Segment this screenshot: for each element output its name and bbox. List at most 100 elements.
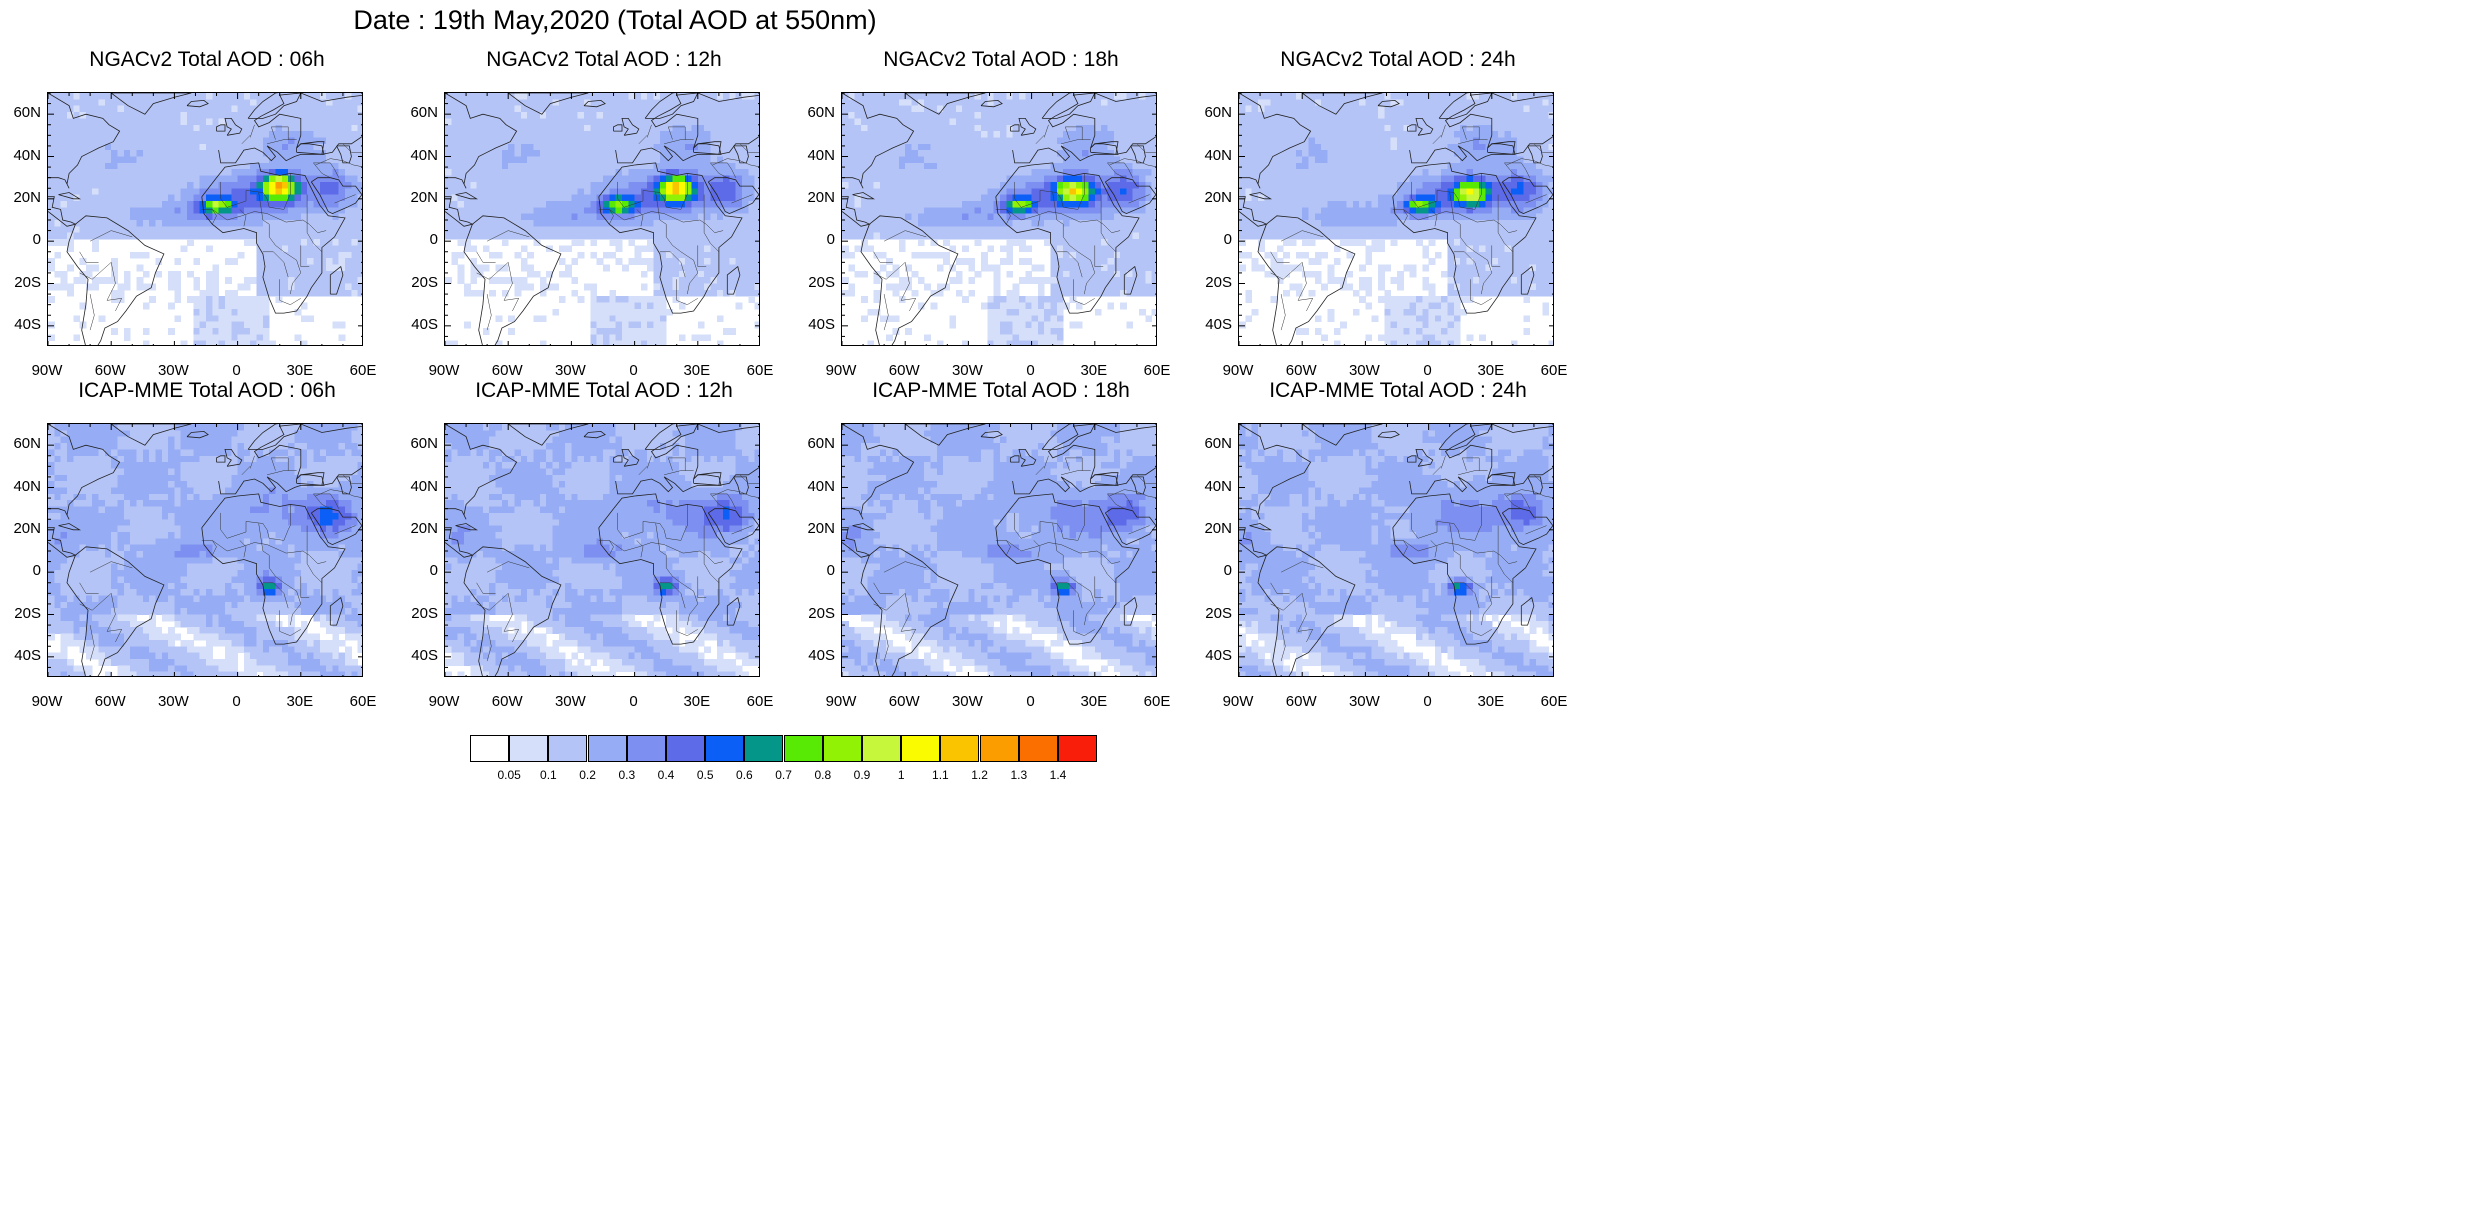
lat-tick-label: 20S xyxy=(808,273,835,291)
country-borders xyxy=(1270,124,1553,331)
lon-tick-label: 90W xyxy=(428,693,460,710)
lon-tick-label: 30W xyxy=(1348,693,1380,710)
lon-tick-label: 30W xyxy=(1348,362,1380,379)
figure-title: Date : 19th May,2020 (Total AOD at 550nm… xyxy=(353,5,877,35)
lon-tick-label: 60W xyxy=(94,362,126,379)
aod-field-svg xyxy=(842,424,1156,676)
lon-tick-label: 0 xyxy=(1423,362,1432,379)
lon-tick-label: 30E xyxy=(1080,362,1108,379)
lat-tick-label: 60N xyxy=(1204,435,1232,453)
lat-tick-label: 20N xyxy=(410,519,438,537)
lon-tick-label: 60E xyxy=(1143,693,1171,710)
colorbar-swatch xyxy=(940,735,980,762)
colorbar-label: 1.4 xyxy=(1049,768,1067,782)
lon-tick-label: 60E xyxy=(349,693,377,710)
lon-tick-label: 0 xyxy=(232,693,241,710)
lon-tick-label: 60W xyxy=(1285,693,1317,710)
aod-field-svg xyxy=(48,93,362,345)
colorbar-label: 0.05 xyxy=(497,768,521,782)
coastlines xyxy=(48,93,362,345)
colorbar-label: 0.1 xyxy=(540,768,557,782)
lon-tick-label: 0 xyxy=(1026,362,1035,379)
lon-tick-label: 30E xyxy=(1477,693,1505,710)
lat-tick-label: 0 xyxy=(826,562,835,580)
colorbar-label: 1.3 xyxy=(1010,768,1028,782)
colorbar-swatch xyxy=(783,735,823,762)
lat-tick-label: 0 xyxy=(32,231,41,249)
aod-map xyxy=(444,92,760,346)
aod-field-svg xyxy=(842,93,1156,345)
panel-title: ICAP-MME Total AOD : 18h xyxy=(872,379,1130,402)
lon-tick-label: 60W xyxy=(94,693,126,710)
lon-tick-label: 0 xyxy=(232,362,241,379)
panel-title: ICAP-MME Total AOD : 06h xyxy=(78,379,336,402)
colorbar-swatch xyxy=(979,735,1019,762)
coastlines xyxy=(842,424,1156,676)
lat-tick-label: 20N xyxy=(1204,519,1232,537)
lon-tick-label: 60W xyxy=(491,362,523,379)
colorbar-swatch xyxy=(548,735,588,762)
lon-tick-label: 60W xyxy=(1285,362,1317,379)
colorbar-label: 0.6 xyxy=(736,768,753,782)
country-borders xyxy=(873,124,1156,331)
lon-tick-label: 0 xyxy=(1026,693,1035,710)
lat-tick-label: 60N xyxy=(13,435,41,453)
lat-tick-label: 40N xyxy=(1204,146,1232,164)
panel-title: NGACv2 Total AOD : 06h xyxy=(89,48,325,71)
aod-map xyxy=(444,423,760,677)
lon-tick-label: 60W xyxy=(888,362,920,379)
lon-tick-label: 30E xyxy=(286,362,314,379)
lat-tick-label: 20S xyxy=(14,604,41,622)
aod-map xyxy=(47,423,363,677)
colorbar-swatch xyxy=(666,735,705,762)
aod-map xyxy=(841,423,1157,677)
lat-tick-label: 40S xyxy=(14,315,41,333)
lat-tick-label: 60N xyxy=(410,104,438,122)
colorbar-label: 1.2 xyxy=(971,768,988,782)
lon-tick-label: 90W xyxy=(1222,362,1254,379)
lat-tick-label: 40N xyxy=(13,477,41,495)
aod-map xyxy=(841,92,1157,346)
lat-tick-label: 20S xyxy=(1205,273,1232,291)
colorbar-swatch xyxy=(705,735,745,762)
lon-tick-label: 0 xyxy=(629,693,638,710)
lat-tick-label: 20S xyxy=(14,273,41,291)
lon-tick-label: 90W xyxy=(1222,693,1254,710)
lon-tick-label: 60E xyxy=(1540,362,1568,379)
colorbar-swatch xyxy=(626,735,666,762)
coastlines xyxy=(1239,424,1553,676)
lat-tick-label: 40S xyxy=(808,315,835,333)
lon-tick-label: 60E xyxy=(746,362,774,379)
lat-tick-label: 20S xyxy=(411,604,438,622)
aod-map xyxy=(47,92,363,346)
colorbar-swatch xyxy=(1058,735,1097,762)
lon-tick-label: 30W xyxy=(157,362,189,379)
lon-tick-label: 90W xyxy=(31,362,63,379)
lon-tick-label: 90W xyxy=(825,693,857,710)
lon-tick-label: 60E xyxy=(349,362,377,379)
lon-tick-label: 30W xyxy=(554,362,586,379)
lat-tick-label: 40S xyxy=(411,315,438,333)
lat-tick-label: 40S xyxy=(411,646,438,664)
lat-tick-label: 0 xyxy=(429,231,438,249)
lon-tick-label: 60W xyxy=(888,693,920,710)
panel-title: NGACv2 Total AOD : 18h xyxy=(883,48,1119,71)
aod-field-svg xyxy=(445,93,759,345)
aod-map xyxy=(1238,92,1554,346)
colorbar-label: 0.3 xyxy=(618,768,636,782)
lon-tick-label: 30W xyxy=(554,693,586,710)
lat-tick-label: 60N xyxy=(807,435,835,453)
lat-tick-label: 40N xyxy=(807,477,835,495)
lat-tick-label: 40S xyxy=(808,646,835,664)
aod-map xyxy=(1238,423,1554,677)
lat-tick-label: 60N xyxy=(1204,104,1232,122)
lat-tick-label: 0 xyxy=(1223,562,1232,580)
lat-tick-label: 0 xyxy=(1223,231,1232,249)
colorbar-label: 0.2 xyxy=(579,768,596,782)
lat-tick-label: 20S xyxy=(1205,604,1232,622)
lat-tick-label: 20N xyxy=(807,519,835,537)
lon-tick-label: 30E xyxy=(1477,362,1505,379)
coastlines xyxy=(842,93,1156,345)
country-borders xyxy=(476,124,759,331)
colorbar-swatch xyxy=(1018,735,1058,762)
